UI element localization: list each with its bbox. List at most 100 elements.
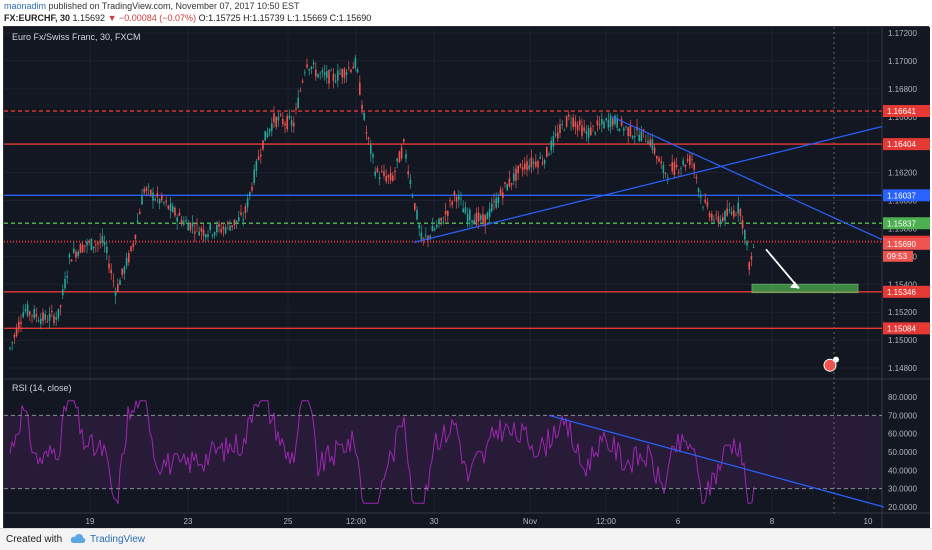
candle-body — [664, 172, 667, 175]
candle-body — [436, 224, 438, 228]
candle-body — [568, 114, 570, 117]
ascending-trendline[interactable] — [413, 125, 883, 243]
candle-body — [301, 80, 304, 83]
candle-body — [348, 67, 350, 69]
candle-body — [640, 131, 643, 141]
time-axis-label: Nov — [523, 517, 537, 526]
candle-body — [304, 71, 306, 73]
symbol-ticker: FX:EURCHF, 30 — [4, 13, 71, 23]
candle-body — [86, 241, 88, 246]
forecast-arrowhead — [790, 281, 799, 289]
candle-body — [543, 159, 546, 165]
candle-body — [44, 314, 46, 320]
candle-body — [306, 64, 308, 68]
candle-body — [20, 322, 22, 325]
candle-body — [321, 70, 324, 73]
candle-body — [475, 213, 478, 225]
candle-body — [691, 159, 693, 161]
candle-body — [629, 124, 632, 136]
candle-body — [673, 161, 676, 175]
candle-body — [167, 205, 170, 209]
price-level-tag — [883, 322, 930, 335]
chart-panel[interactable]: 1.172001.170001.168001.166001.164001.162… — [3, 26, 930, 529]
price-axis-label: 1.17200 — [888, 29, 917, 38]
candle-body — [22, 312, 24, 317]
candle-body — [310, 66, 313, 70]
author-link[interactable]: maonadim — [4, 1, 47, 11]
candle-body — [42, 312, 44, 322]
candle-body — [323, 72, 326, 75]
tradingview-brand-link[interactable]: TradingView — [90, 534, 146, 545]
candle-body — [337, 70, 339, 81]
candle-body — [134, 234, 137, 239]
candle-body — [317, 74, 319, 78]
rsi-band — [4, 415, 882, 489]
candle-body — [411, 196, 414, 198]
candle-body — [491, 203, 493, 212]
rsi-trendline[interactable] — [548, 414, 885, 508]
candle-body — [535, 161, 537, 167]
candle-body — [638, 134, 640, 141]
time-axis-label: 6 — [676, 517, 681, 526]
forecast-arrow[interactable] — [765, 248, 800, 290]
candle-body — [532, 161, 535, 164]
descending-trendline[interactable] — [611, 116, 883, 241]
rsi-axis-label: 80.0000 — [888, 393, 917, 402]
price-axis-label: 1.17000 — [888, 57, 917, 66]
price-level-tag-text: 1.15084 — [887, 324, 916, 333]
candle-body — [37, 320, 40, 322]
rsi-axis-label: 20.0000 — [888, 503, 917, 512]
candle-body — [229, 225, 231, 231]
candle-body — [499, 189, 502, 196]
target-zone-box[interactable] — [751, 283, 859, 294]
candle-body — [290, 120, 293, 126]
candle-body — [693, 163, 695, 170]
candle-body — [90, 238, 93, 251]
candle-body — [207, 234, 209, 237]
candle-body — [669, 164, 671, 166]
candle-body — [233, 219, 236, 226]
candle-body — [601, 118, 603, 125]
price-chart[interactable]: 1.172001.170001.168001.166001.164001.162… — [4, 27, 930, 529]
candle-body — [675, 164, 678, 167]
candle-body — [548, 154, 550, 156]
candle-body — [70, 259, 73, 262]
candle-body — [279, 114, 282, 116]
candle-body — [464, 207, 467, 214]
candle-body — [205, 234, 207, 238]
candle-body — [616, 117, 618, 128]
candle-body — [77, 251, 79, 256]
candle-body — [590, 127, 592, 136]
candle-body — [702, 206, 704, 208]
candle-body — [480, 215, 482, 220]
candle-body — [220, 229, 222, 233]
candle-body — [293, 122, 295, 127]
candle-body — [145, 187, 148, 192]
candle-body — [51, 311, 53, 312]
candle-body — [211, 235, 214, 236]
rsi-line — [9, 400, 755, 506]
candle-body — [356, 69, 359, 73]
candle-body — [392, 175, 394, 181]
candle-body — [198, 231, 200, 236]
candle-body — [682, 160, 684, 165]
candle-body — [165, 200, 167, 202]
candle-body — [594, 132, 596, 134]
candle-body — [216, 224, 218, 233]
candle-body — [460, 198, 462, 200]
candle-body — [400, 147, 403, 159]
candle-body — [442, 222, 445, 224]
event-marker-icon[interactable] — [823, 358, 837, 372]
candle-body — [574, 121, 577, 127]
time-axis-label: 25 — [284, 517, 293, 526]
candle-body — [427, 235, 429, 240]
candle-body — [587, 127, 590, 138]
candle-body — [438, 218, 440, 223]
candle-body — [174, 207, 176, 216]
last-price: 1.15692 — [72, 13, 106, 23]
candle-body — [139, 211, 141, 215]
candle-body — [576, 124, 579, 131]
candle-body — [444, 210, 447, 215]
candle-body — [99, 240, 101, 243]
time-axis-label: 10 — [864, 517, 873, 526]
